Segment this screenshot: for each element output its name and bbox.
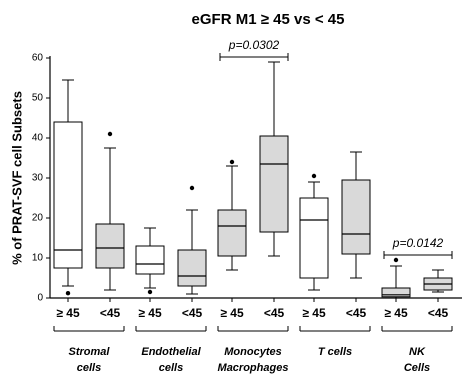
- outlier: [189, 185, 195, 191]
- box: [259, 135, 289, 233]
- y-tick-label: 40: [32, 133, 44, 144]
- group-label: Endothelial: [141, 346, 201, 358]
- box: [217, 209, 247, 257]
- x-tick-label: <45: [428, 306, 449, 320]
- outlier: [65, 291, 71, 296]
- outlier: [107, 131, 113, 137]
- box: [299, 197, 329, 279]
- outlier: [147, 289, 153, 295]
- group-label: T cells: [318, 346, 352, 358]
- outlier: [311, 173, 317, 179]
- group-label: cells: [77, 362, 101, 374]
- group-label: Macrophages: [218, 362, 289, 374]
- x-tick-label: ≥ 45: [384, 306, 408, 320]
- p-value: p=0.0302: [228, 38, 280, 52]
- outlier: [393, 257, 399, 263]
- x-tick-label: <45: [264, 306, 285, 320]
- box: [177, 249, 207, 287]
- outlier: [229, 159, 235, 165]
- x-tick-label: ≥ 45: [56, 306, 80, 320]
- group-label: Monocytes: [224, 346, 281, 358]
- box: [95, 223, 125, 269]
- x-tick-label: <45: [100, 306, 121, 320]
- p-value: p=0.0142: [392, 236, 444, 250]
- group-label: Cells: [404, 362, 430, 374]
- y-tick-label: 50: [32, 93, 44, 104]
- box: [135, 245, 165, 275]
- y-axis-label: % of PRAT-SVF cell Subsets: [9, 91, 24, 265]
- x-tick-label: <45: [182, 306, 203, 320]
- x-tick-label: <45: [346, 306, 367, 320]
- group-label: cells: [159, 362, 183, 374]
- y-tick-label: 0: [37, 293, 43, 304]
- y-tick-label: 30: [32, 173, 44, 184]
- x-tick-label: ≥ 45: [138, 306, 162, 320]
- box: [381, 287, 411, 298]
- chart-title: eGFR M1 ≥ 45 vs < 45: [192, 11, 345, 28]
- box: [341, 179, 371, 255]
- box: [53, 121, 83, 269]
- group-label: Stromal: [69, 346, 111, 358]
- y-tick-label: 60: [32, 53, 44, 64]
- x-tick-label: ≥ 45: [220, 306, 244, 320]
- group-label: NK: [409, 346, 426, 358]
- y-tick-label: 20: [32, 213, 44, 224]
- y-tick-label: 10: [32, 253, 44, 264]
- x-tick-label: ≥ 45: [302, 306, 326, 320]
